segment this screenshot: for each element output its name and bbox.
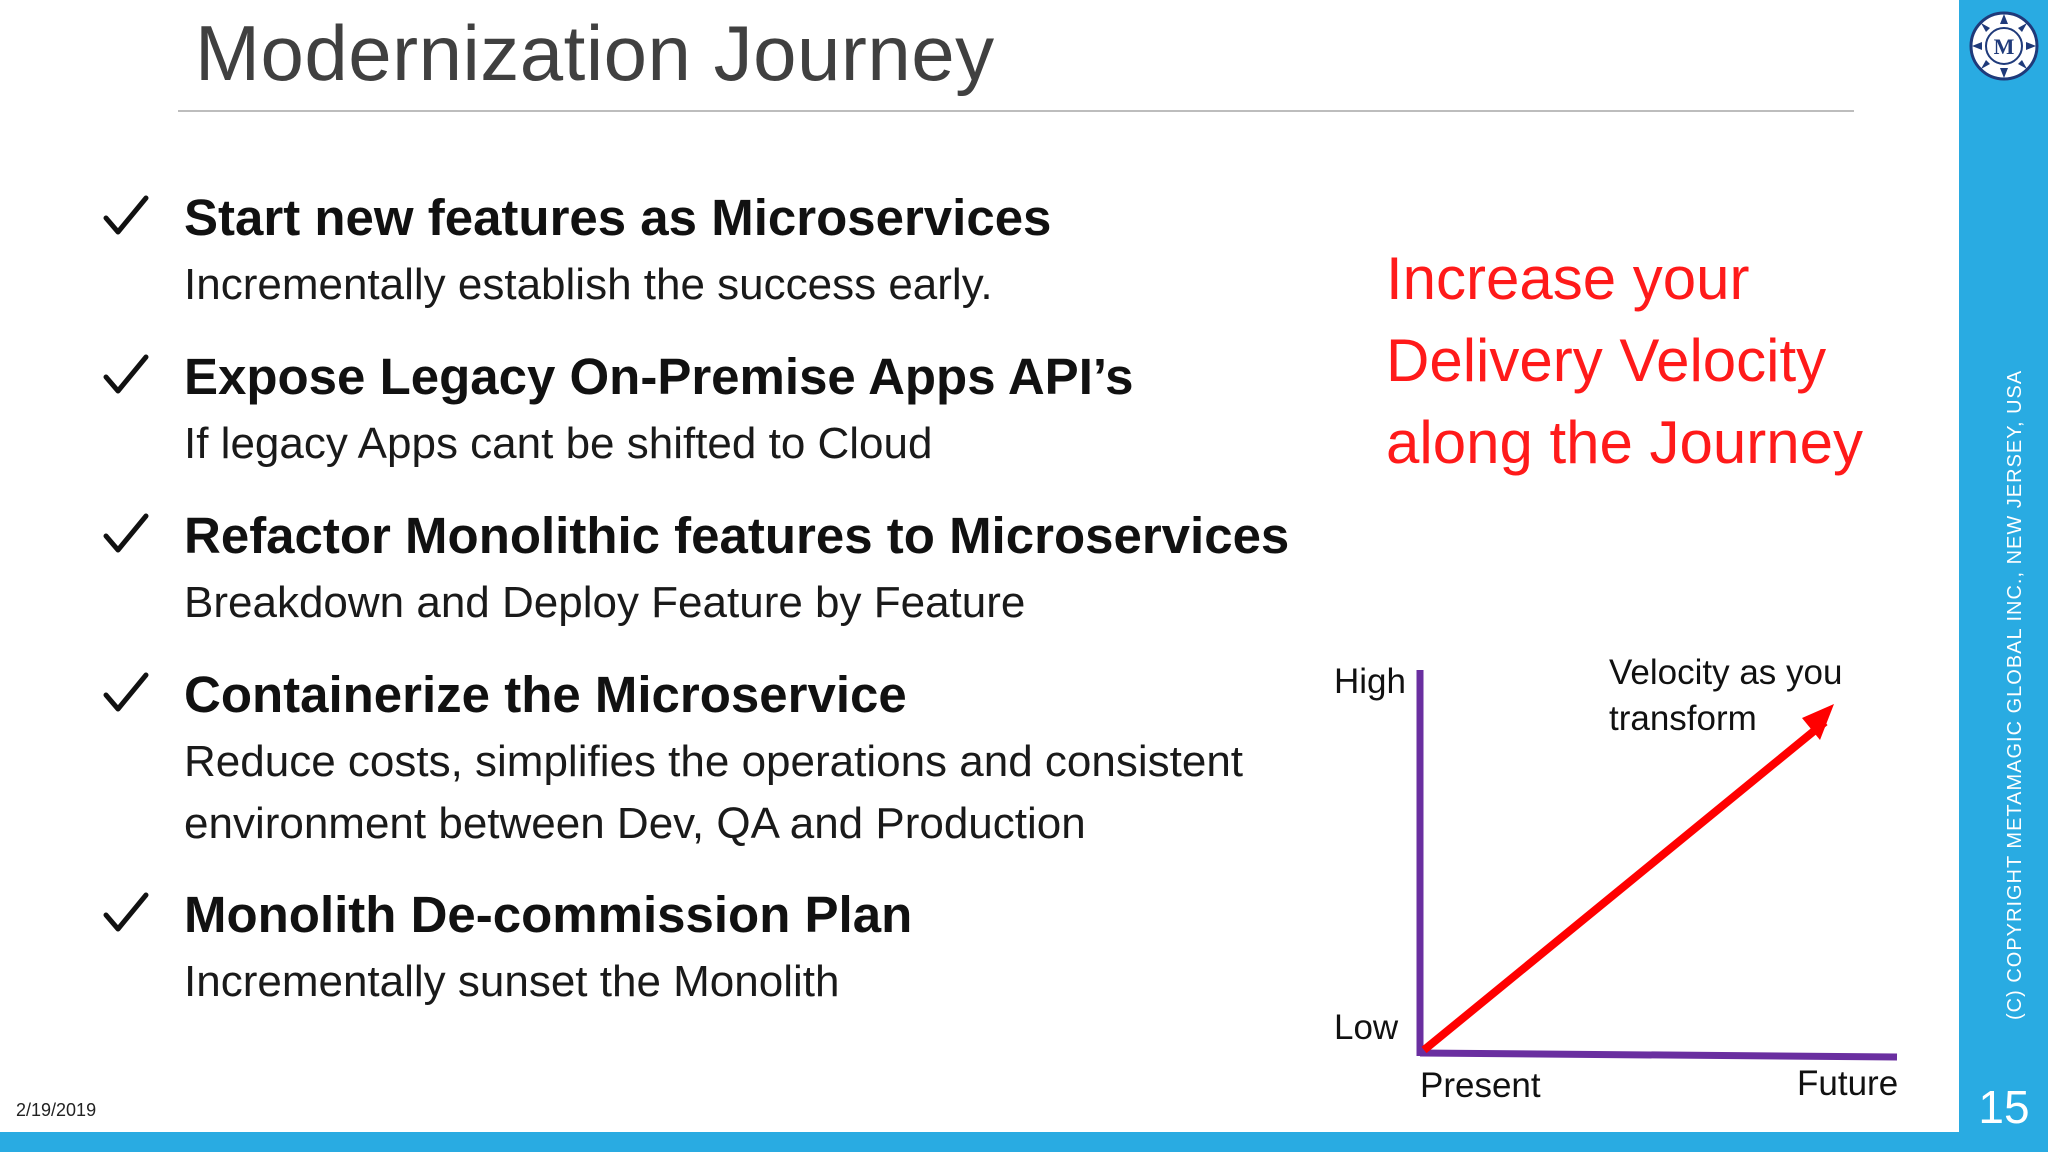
velocity-annotation: Velocity as you transform: [1609, 650, 1842, 742]
callout-line: Delivery Velocity: [1386, 327, 1827, 394]
callout-line: Increase your: [1386, 245, 1750, 312]
x-axis-present-label: Present: [1420, 1066, 1541, 1105]
bullet-description: If legacy Apps cant be shifted to Cloud: [184, 413, 1384, 475]
title-divider: [178, 110, 1854, 112]
bullet-description: Incrementally establish the success earl…: [184, 254, 1384, 316]
bullet-description-line: If legacy Apps cant be shifted to Cloud: [184, 419, 933, 468]
bullet-description-line: environment between Dev, QA and Producti…: [184, 799, 1086, 848]
checkmark-icon: [103, 892, 149, 932]
x-axis-line: [1419, 1049, 1898, 1061]
bullet-description: Incrementally sunset the Monolith: [184, 951, 1384, 1013]
y-axis-high-label: High: [1334, 662, 1406, 701]
bottom-accent-bar: [0, 1132, 2048, 1152]
checkmark-icon: [103, 672, 149, 712]
callout-line: along the Journey: [1386, 409, 1864, 476]
bullet-heading: Refactor Monolithic features to Microser…: [184, 507, 1290, 564]
bullet-heading: Monolith De-commission Plan: [184, 886, 913, 943]
bullet-description: Breakdown and Deploy Feature by Feature: [184, 572, 1384, 634]
bullet-description-line: Incrementally sunset the Monolith: [184, 957, 840, 1006]
bullet-heading: Start new features as Microservices: [184, 189, 1052, 246]
copyright-text: (C) COPYRIGHT METAMAGIC GLOBAL INC., NEW…: [2004, 369, 2026, 1020]
bullet-description-line: Reduce costs, simplifies the operations …: [184, 737, 1244, 786]
x-axis-future-label: Future: [1797, 1064, 1899, 1103]
velocity-diagram: High Low Present Future Velocity as you …: [1320, 640, 1920, 1120]
bullet-description: Reduce costs, simplifies the operations …: [184, 731, 1384, 855]
checkmark-icon: [103, 354, 149, 394]
checkmark-icon: [103, 195, 149, 235]
company-logo-icon: M: [1969, 11, 2039, 81]
y-axis-low-label: Low: [1334, 1008, 1399, 1047]
slide-title: Modernization Journey: [195, 9, 995, 97]
velocity-callout: Increase your Delivery Velocity along th…: [1386, 238, 1863, 484]
arrow-head-icon: [1802, 704, 1834, 740]
slide-date: 2/19/2019: [16, 1100, 97, 1120]
annotation-line: transform: [1609, 699, 1757, 738]
page-number: 15: [1978, 1081, 2030, 1133]
bullet-description-line: Breakdown and Deploy Feature by Feature: [184, 578, 1026, 627]
annotation-line: Velocity as you: [1609, 653, 1843, 692]
velocity-diagram-graphic: [1416, 670, 1898, 1061]
bullet-description-line: Incrementally establish the success earl…: [184, 260, 993, 309]
bullet-heading: Containerize the Microservice: [184, 666, 907, 723]
velocity-arrow-line: [1421, 718, 1828, 1054]
bullet-heading: Expose Legacy On-Premise Apps API’s: [184, 348, 1134, 405]
checkmark-icon: [103, 513, 149, 553]
svg-text:M: M: [1994, 34, 2015, 59]
side-accent-bar: [1959, 0, 2048, 1152]
